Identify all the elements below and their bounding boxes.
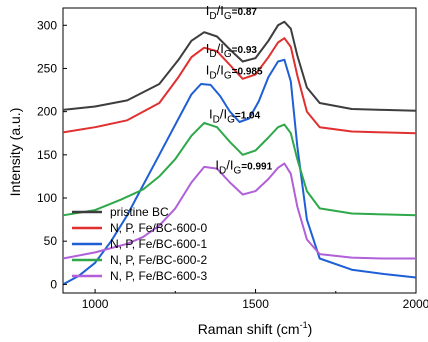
x-axis-title: Raman shift (cm-1) (198, 320, 313, 337)
y-tick-label-6: 300 (37, 18, 57, 32)
series-line-0 (62, 20, 417, 112)
series-line-2 (62, 58, 417, 286)
ratio-annotation-4: ID/IG=0.991 (215, 158, 272, 177)
legend-label-2: N, P, Fe/BC-600-1 (110, 237, 207, 251)
axis-layer: 0 50 100 150 200 250 300 1000 1500 2000 (37, 18, 428, 311)
ratio-annotation-0: ID/IG=0.87 (206, 3, 258, 22)
y-tick-label-3: 150 (37, 148, 57, 162)
plot-border (62, 7, 417, 294)
ratio-annotation-3: ID/IG=1.04 (209, 107, 261, 126)
y-tick-label-2: 100 (37, 191, 57, 205)
annotation-layer: ID/IG=0.87 ID/IG=0.93 ID/IG=0.985 ID/IG=1.0… (206, 3, 273, 177)
legend-label-4: N, P, Fe/BC-600-3 (110, 269, 207, 283)
x-tick-label-0: 1000 (82, 297, 109, 311)
y-tick-label-5: 250 (37, 61, 57, 75)
x-axis-title-sup: -1 (300, 320, 308, 330)
ratio-annotation-2: ID/IG=0.985 (206, 63, 263, 82)
ratio-annotation-1: ID/IG=0.93 (206, 41, 258, 60)
legend-label-3: N, P, Fe/BC-600-2 (110, 253, 207, 267)
x-tick-label-2: 2000 (403, 297, 428, 311)
y-tick-label-4: 200 (37, 105, 57, 119)
legend-label-1: N, P, Fe/BC-600-0 (110, 221, 207, 235)
plot-frame (62, 7, 417, 294)
y-axis-title: Intensity (a.u.) (7, 108, 23, 197)
x-tick-label-1: 1500 (242, 297, 269, 311)
legend-label-0: pristine BC (110, 205, 169, 219)
series-line-1 (62, 37, 417, 135)
series-layer (62, 20, 417, 286)
legend: pristine BC N, P, Fe/BC-600-0 N, P, Fe/BC-… (72, 205, 207, 283)
y-tick-label-1: 50 (44, 234, 58, 248)
x-axis-title-main: Raman shift (cm (198, 321, 300, 337)
x-axis-title-tail: ) (308, 321, 313, 337)
series-line-4 (62, 162, 416, 260)
series-line-3 (62, 121, 417, 217)
y-tick-label-0: 0 (50, 277, 57, 291)
